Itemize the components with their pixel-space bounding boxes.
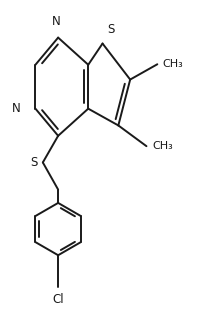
Text: S: S [30, 156, 38, 169]
Text: CH₃: CH₃ [152, 141, 173, 151]
Text: S: S [108, 23, 115, 36]
Text: N: N [11, 102, 20, 115]
Text: N: N [52, 15, 61, 28]
Text: Cl: Cl [52, 293, 64, 306]
Text: CH₃: CH₃ [163, 59, 184, 69]
